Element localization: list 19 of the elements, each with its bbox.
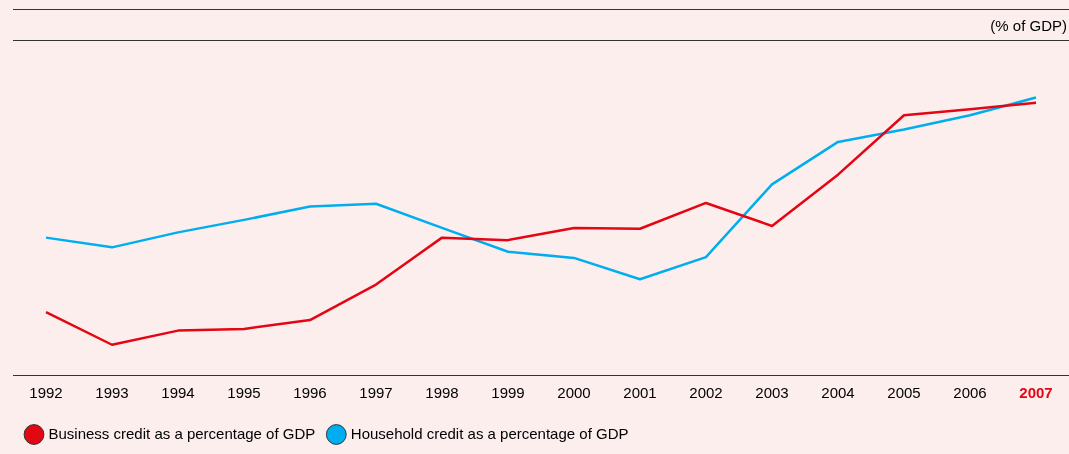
x-tick-label: 2007 [1019, 384, 1053, 402]
x-tick-label: 2005 [887, 384, 921, 402]
x-tick-label: 1993 [95, 384, 129, 402]
x-tick-label: 2004 [821, 384, 855, 402]
x-tick-label: 1999 [491, 384, 525, 402]
x-tick-label: 2006 [953, 384, 987, 402]
legend-label: Household credit as a percentage of GDP [350, 424, 629, 442]
x-tick-label: 1994 [161, 384, 195, 402]
y-axis-title: (% of GDP) [990, 17, 1067, 35]
x-tick-label: 1995 [227, 384, 261, 402]
x-tick-label: 2000 [557, 384, 591, 402]
x-tick-label: 2001 [623, 384, 657, 402]
x-tick-label: 1996 [293, 384, 327, 402]
x-tick-label: 1997 [359, 384, 393, 402]
legend-label: Business credit as a percentage of GDP [48, 424, 316, 442]
x-tick-label: 2002 [689, 384, 723, 402]
x-tick-label: 2003 [755, 384, 789, 402]
x-tick-label: 1998 [425, 384, 459, 402]
x-tick-label: 1992 [29, 384, 63, 402]
